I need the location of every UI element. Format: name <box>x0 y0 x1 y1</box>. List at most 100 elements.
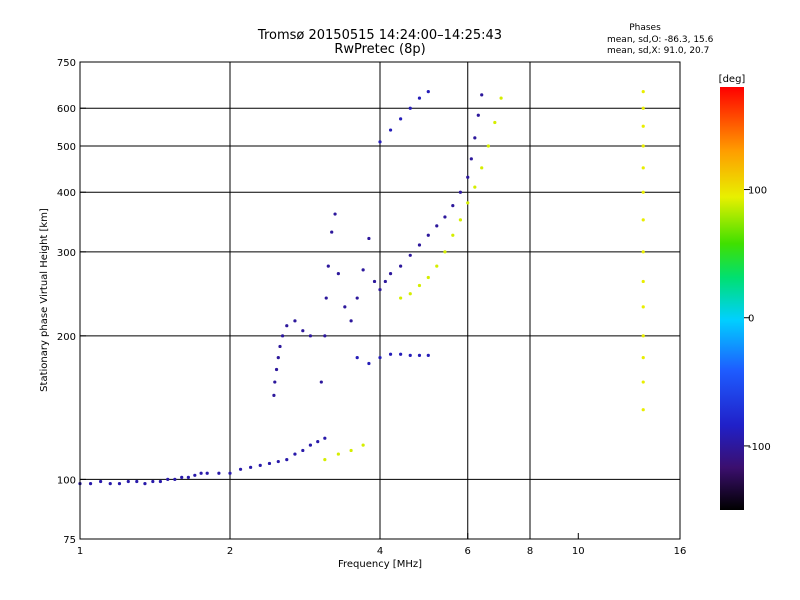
y-axis-ticks: 75 100 200 300 400 500 600 750 <box>57 58 86 546</box>
echo-point <box>285 324 289 328</box>
echo-point <box>383 279 387 284</box>
echo-point <box>378 287 382 292</box>
echo-point <box>228 471 232 475</box>
echo-point <box>367 361 371 366</box>
chart-subtitle: RwPretec (8p) <box>334 42 425 57</box>
echo-point <box>326 264 330 268</box>
echo-point <box>355 296 359 300</box>
echo-point <box>466 201 470 205</box>
echo-point <box>466 175 470 179</box>
echo-point <box>378 140 382 144</box>
echo-point <box>641 334 645 338</box>
echo-point <box>193 473 197 477</box>
echo-point <box>293 319 297 323</box>
echo-point <box>480 166 484 170</box>
y-tick-label: 600 <box>57 104 76 115</box>
echo-point <box>126 479 130 484</box>
echo-point <box>641 408 645 412</box>
echo-point <box>641 218 645 222</box>
y-tick-label: 200 <box>57 332 76 343</box>
grid-layer <box>80 62 680 539</box>
echo-point <box>301 448 305 453</box>
echo-point <box>443 215 447 219</box>
echo-point <box>324 296 328 300</box>
echo-point <box>249 465 253 469</box>
echo-point <box>205 471 209 475</box>
phases-x-stats: mean, sd,X: 91.0, 20.7 <box>607 46 709 56</box>
echo-point <box>408 253 412 257</box>
echo-point <box>408 292 412 296</box>
echo-point <box>378 356 382 360</box>
echo-point <box>151 479 155 484</box>
echo-point <box>319 380 323 384</box>
echo-point <box>323 334 327 338</box>
y-axis-label: Stationary phase Virtual Height [km] <box>39 208 50 392</box>
echo-point <box>99 479 103 484</box>
echo-point <box>641 124 645 128</box>
echo-point <box>238 467 243 471</box>
echo-point <box>426 90 430 94</box>
echo-point <box>336 452 340 456</box>
colorbar-ticks: -100 0 100 <box>744 186 771 453</box>
echo-point <box>173 477 177 482</box>
echo-point <box>417 96 422 100</box>
echo-point <box>199 471 203 475</box>
x-axis-label: Frequency [MHz] <box>338 559 422 570</box>
echo-point <box>274 367 279 372</box>
echo-point <box>217 471 221 475</box>
echo-point <box>417 353 422 357</box>
echo-point <box>258 463 262 467</box>
data-points <box>78 90 645 486</box>
echo-point <box>435 264 439 268</box>
echo-point <box>323 436 327 440</box>
echo-point <box>88 481 93 486</box>
echo-point <box>143 481 147 486</box>
x-axis-ticks: 1 2 4 6 8 10 16 <box>77 533 686 557</box>
echo-point <box>435 224 439 228</box>
echo-point <box>280 334 285 338</box>
echo-point <box>443 250 447 254</box>
echo-point <box>158 479 163 484</box>
echo-point <box>399 352 403 356</box>
echo-point <box>276 356 280 360</box>
echo-point <box>426 233 430 237</box>
echo-point <box>399 117 403 121</box>
echo-point <box>641 90 645 94</box>
colorbar-tick-label: 0 <box>748 314 754 325</box>
echo-point <box>388 272 393 276</box>
echo-point <box>486 144 490 148</box>
echo-point <box>273 380 277 384</box>
echo-point <box>458 190 463 194</box>
y-tick-label: 300 <box>57 248 76 259</box>
echo-point <box>135 479 139 484</box>
echo-point <box>108 481 112 486</box>
colorbar-tick-label: 100 <box>748 186 767 197</box>
echo-point <box>641 166 645 170</box>
y-tick-label: 75 <box>63 535 76 546</box>
echo-point <box>417 283 422 288</box>
echo-point <box>469 157 473 161</box>
echo-point <box>408 106 412 110</box>
echo-point <box>278 344 282 349</box>
echo-point <box>349 319 353 323</box>
chart-title: Tromsø 20150515 14:24:00–14:25:43 <box>257 28 502 43</box>
echo-point <box>388 352 393 356</box>
echo-point <box>493 120 497 125</box>
echo-point <box>180 475 184 479</box>
echo-point <box>372 279 377 284</box>
y-tick-label: 750 <box>57 58 76 69</box>
phases-o-stats: mean, sd,O: -86.3, 15.6 <box>607 35 714 45</box>
colorbar-tick-label: -100 <box>748 442 771 453</box>
echo-point <box>308 443 313 447</box>
echo-point <box>417 243 422 247</box>
echo-point <box>117 481 122 486</box>
echo-point <box>308 334 313 338</box>
colorbar <box>720 87 744 510</box>
echo-point <box>323 458 327 462</box>
echo-point <box>458 218 463 222</box>
echo-point <box>476 113 480 117</box>
phases-title: Phases <box>629 23 661 33</box>
echo-point <box>426 275 430 280</box>
echo-point <box>399 296 403 300</box>
x-tick-label: 6 <box>465 546 471 557</box>
